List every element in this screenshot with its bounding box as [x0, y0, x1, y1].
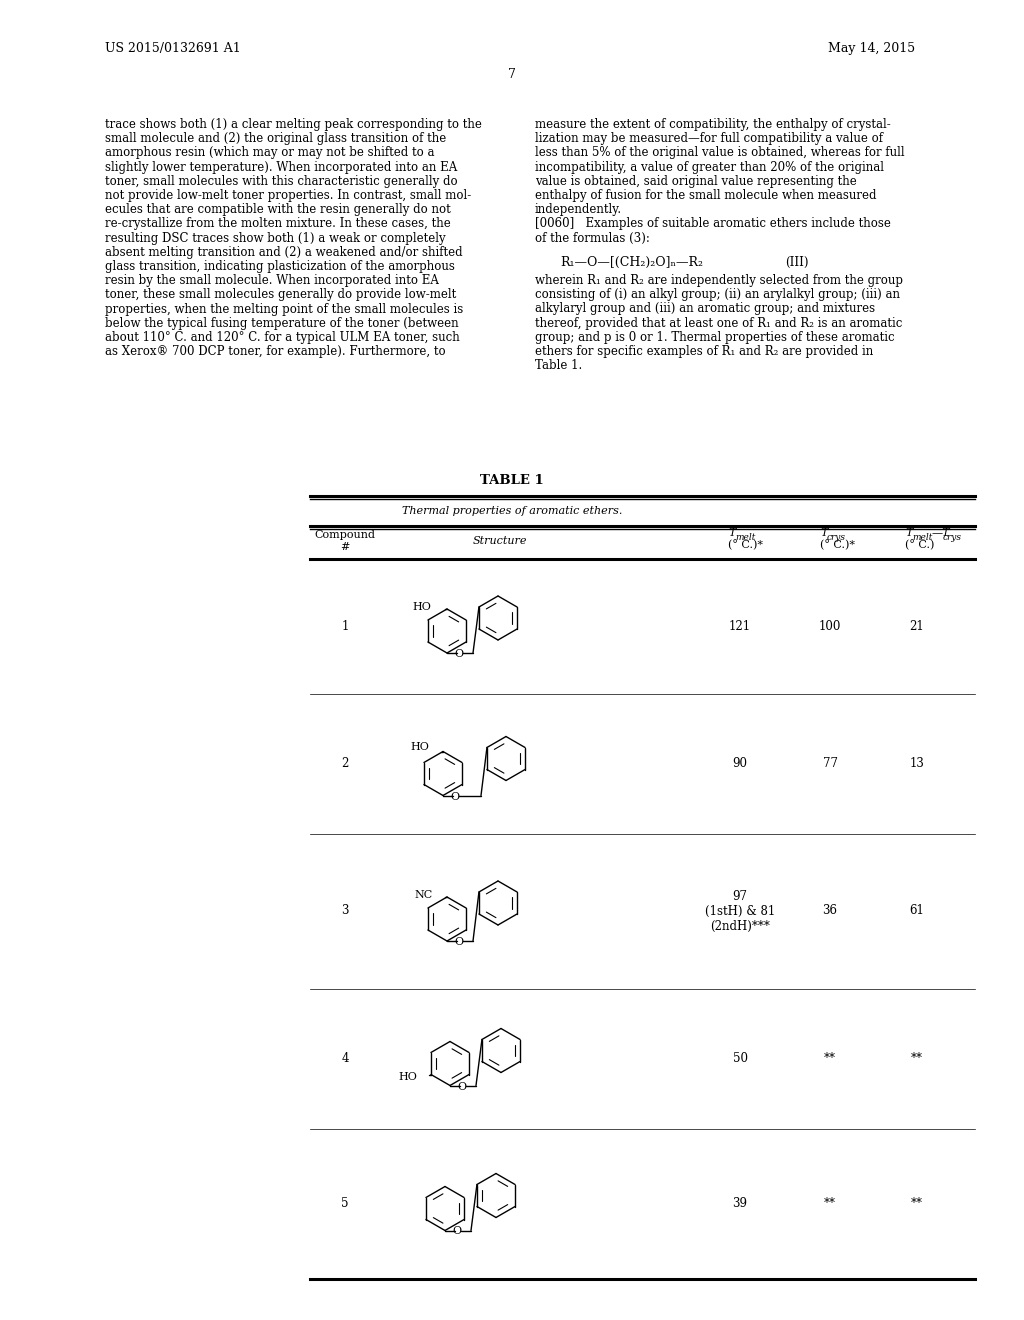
Text: (° C.): (° C.)	[905, 540, 934, 550]
Text: 39: 39	[732, 1197, 748, 1210]
Text: **: **	[911, 1197, 923, 1210]
Text: wherein R₁ and R₂ are independently selected from the group: wherein R₁ and R₂ are independently sele…	[535, 275, 903, 286]
Text: **: **	[824, 1197, 836, 1210]
Text: not provide low-melt toner properties. In contrast, small mol-: not provide low-melt toner properties. I…	[105, 189, 471, 202]
Text: toner, these small molecules generally do provide low-melt: toner, these small molecules generally d…	[105, 288, 457, 301]
Text: re-crystallize from the molten mixture. In these cases, the: re-crystallize from the molten mixture. …	[105, 218, 451, 231]
Text: as Xerox® 700 DCP toner, for example). Furthermore, to: as Xerox® 700 DCP toner, for example). F…	[105, 346, 445, 358]
Text: slightly lower temperature). When incorporated into an EA: slightly lower temperature). When incorp…	[105, 161, 458, 174]
Text: lization may be measured—for full compatibility a value of: lization may be measured—for full compat…	[535, 132, 883, 145]
Text: 1: 1	[341, 619, 349, 632]
Text: O: O	[455, 649, 464, 659]
Text: T: T	[728, 528, 735, 539]
Text: [0060]   Examples of suitable aromatic ethers include those: [0060] Examples of suitable aromatic eth…	[535, 218, 891, 231]
Text: 4: 4	[341, 1052, 349, 1065]
Text: 50: 50	[732, 1052, 748, 1065]
Text: crys: crys	[827, 532, 846, 541]
Text: about 110° C. and 120° C. for a typical ULM EA toner, such: about 110° C. and 120° C. for a typical …	[105, 331, 460, 345]
Text: melt: melt	[735, 532, 756, 541]
Text: O: O	[455, 937, 464, 946]
Text: ecules that are compatible with the resin generally do not: ecules that are compatible with the resi…	[105, 203, 451, 216]
Text: 7: 7	[508, 69, 516, 81]
Text: trace shows both (1) a clear melting peak corresponding to the: trace shows both (1) a clear melting pea…	[105, 117, 482, 131]
Text: 5: 5	[341, 1197, 349, 1210]
Text: melt: melt	[912, 532, 933, 541]
Text: 61: 61	[909, 904, 925, 917]
Text: small molecule and (2) the original glass transition of the: small molecule and (2) the original glas…	[105, 132, 446, 145]
Text: independently.: independently.	[535, 203, 623, 216]
Text: resulting DSC traces show both (1) a weak or completely: resulting DSC traces show both (1) a wea…	[105, 231, 445, 244]
Text: resin by the small molecule. When incorporated into EA: resin by the small molecule. When incorp…	[105, 275, 439, 288]
Text: Thermal properties of aromatic ethers.: Thermal properties of aromatic ethers.	[401, 506, 623, 516]
Text: of the formulas (3):: of the formulas (3):	[535, 231, 650, 244]
Text: **: **	[824, 1052, 836, 1065]
Text: —T: —T	[932, 528, 950, 539]
Text: **: **	[911, 1052, 923, 1065]
Text: thereof, provided that at least one of R₁ and R₂ is an aromatic: thereof, provided that at least one of R…	[535, 317, 902, 330]
Text: 90: 90	[732, 756, 748, 770]
Text: NC: NC	[415, 890, 433, 900]
Text: May 14, 2015: May 14, 2015	[827, 42, 915, 55]
Text: TABLE 1: TABLE 1	[480, 474, 544, 487]
Text: Compound: Compound	[314, 531, 376, 540]
Text: incompatibility, a value of greater than 20% of the original: incompatibility, a value of greater than…	[535, 161, 884, 174]
Text: Structure: Structure	[473, 536, 527, 546]
Text: HO: HO	[398, 1072, 417, 1082]
Text: 13: 13	[909, 756, 925, 770]
Text: alkylaryl group and (iii) an aromatic group; and mixtures: alkylaryl group and (iii) an aromatic gr…	[535, 302, 876, 315]
Text: Table 1.: Table 1.	[535, 359, 583, 372]
Text: T: T	[820, 528, 827, 539]
Text: absent melting transition and (2) a weakened and/or shifted: absent melting transition and (2) a weak…	[105, 246, 463, 259]
Text: 77: 77	[822, 756, 838, 770]
Text: toner, small molecules with this characteristic generally do: toner, small molecules with this charact…	[105, 174, 458, 187]
Text: HO: HO	[411, 742, 429, 751]
Text: less than 5% of the original value is obtained, whereas for full: less than 5% of the original value is ob…	[535, 147, 904, 160]
Text: group; and p is 0 or 1. Thermal properties of these aromatic: group; and p is 0 or 1. Thermal properti…	[535, 331, 895, 343]
Text: 21: 21	[909, 619, 925, 632]
Text: HO: HO	[412, 602, 431, 612]
Text: #: #	[340, 543, 349, 553]
Text: O: O	[451, 792, 460, 801]
Text: O: O	[458, 1081, 467, 1092]
Text: T: T	[905, 528, 912, 539]
Text: measure the extent of compatibility, the enthalpy of crystal-: measure the extent of compatibility, the…	[535, 117, 891, 131]
Text: amorphous resin (which may or may not be shifted to a: amorphous resin (which may or may not be…	[105, 147, 434, 160]
Text: properties, when the melting point of the small molecules is: properties, when the melting point of th…	[105, 302, 463, 315]
Text: value is obtained, said original value representing the: value is obtained, said original value r…	[535, 174, 857, 187]
Text: (° C.)*: (° C.)*	[820, 540, 855, 550]
Text: 121: 121	[729, 619, 751, 632]
Text: 36: 36	[822, 904, 838, 917]
Text: 97
(1stH) & 81
(2ndH)***: 97 (1stH) & 81 (2ndH)***	[705, 890, 775, 932]
Text: below the typical fusing temperature of the toner (between: below the typical fusing temperature of …	[105, 317, 459, 330]
Text: ethers for specific examples of R₁ and R₂ are provided in: ethers for specific examples of R₁ and R…	[535, 345, 873, 358]
Text: 3: 3	[341, 904, 349, 917]
Text: (III): (III)	[785, 256, 809, 269]
Text: (° C.)*: (° C.)*	[728, 540, 763, 550]
Text: O: O	[453, 1226, 462, 1237]
Text: consisting of (i) an alkyl group; (ii) an arylalkyl group; (iii) an: consisting of (i) an alkyl group; (ii) a…	[535, 288, 900, 301]
Text: crys: crys	[943, 532, 962, 541]
Text: US 2015/0132691 A1: US 2015/0132691 A1	[105, 42, 241, 55]
Text: glass transition, indicating plasticization of the amorphous: glass transition, indicating plasticizat…	[105, 260, 455, 273]
Text: 100: 100	[819, 619, 841, 632]
Text: 2: 2	[341, 756, 349, 770]
Text: R₁—O—[(CH₂)₂O]ₙ—R₂: R₁—O—[(CH₂)₂O]ₙ—R₂	[560, 256, 703, 269]
Text: enthalpy of fusion for the small molecule when measured: enthalpy of fusion for the small molecul…	[535, 189, 877, 202]
